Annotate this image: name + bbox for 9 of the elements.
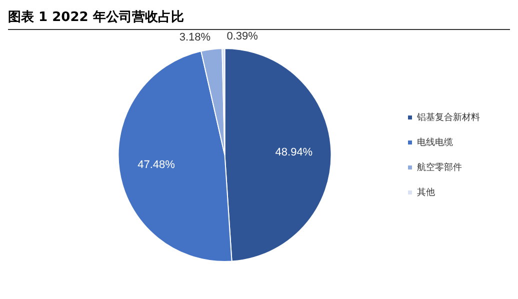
legend-label: 其他 [417, 186, 435, 198]
data-label: 3.18% [179, 31, 211, 44]
data-label: 48.94% [275, 146, 313, 159]
legend-label: 航空零部件 [417, 162, 462, 173]
legend-label: 铝基复合新材料 [416, 112, 480, 123]
data-label: 0.39% [226, 30, 258, 43]
legend-label: 电线电缆 [417, 136, 453, 148]
data-label: 47.48% [138, 159, 176, 172]
chart-title: 图表 1 2022 年公司营收占比 [8, 8, 510, 30]
